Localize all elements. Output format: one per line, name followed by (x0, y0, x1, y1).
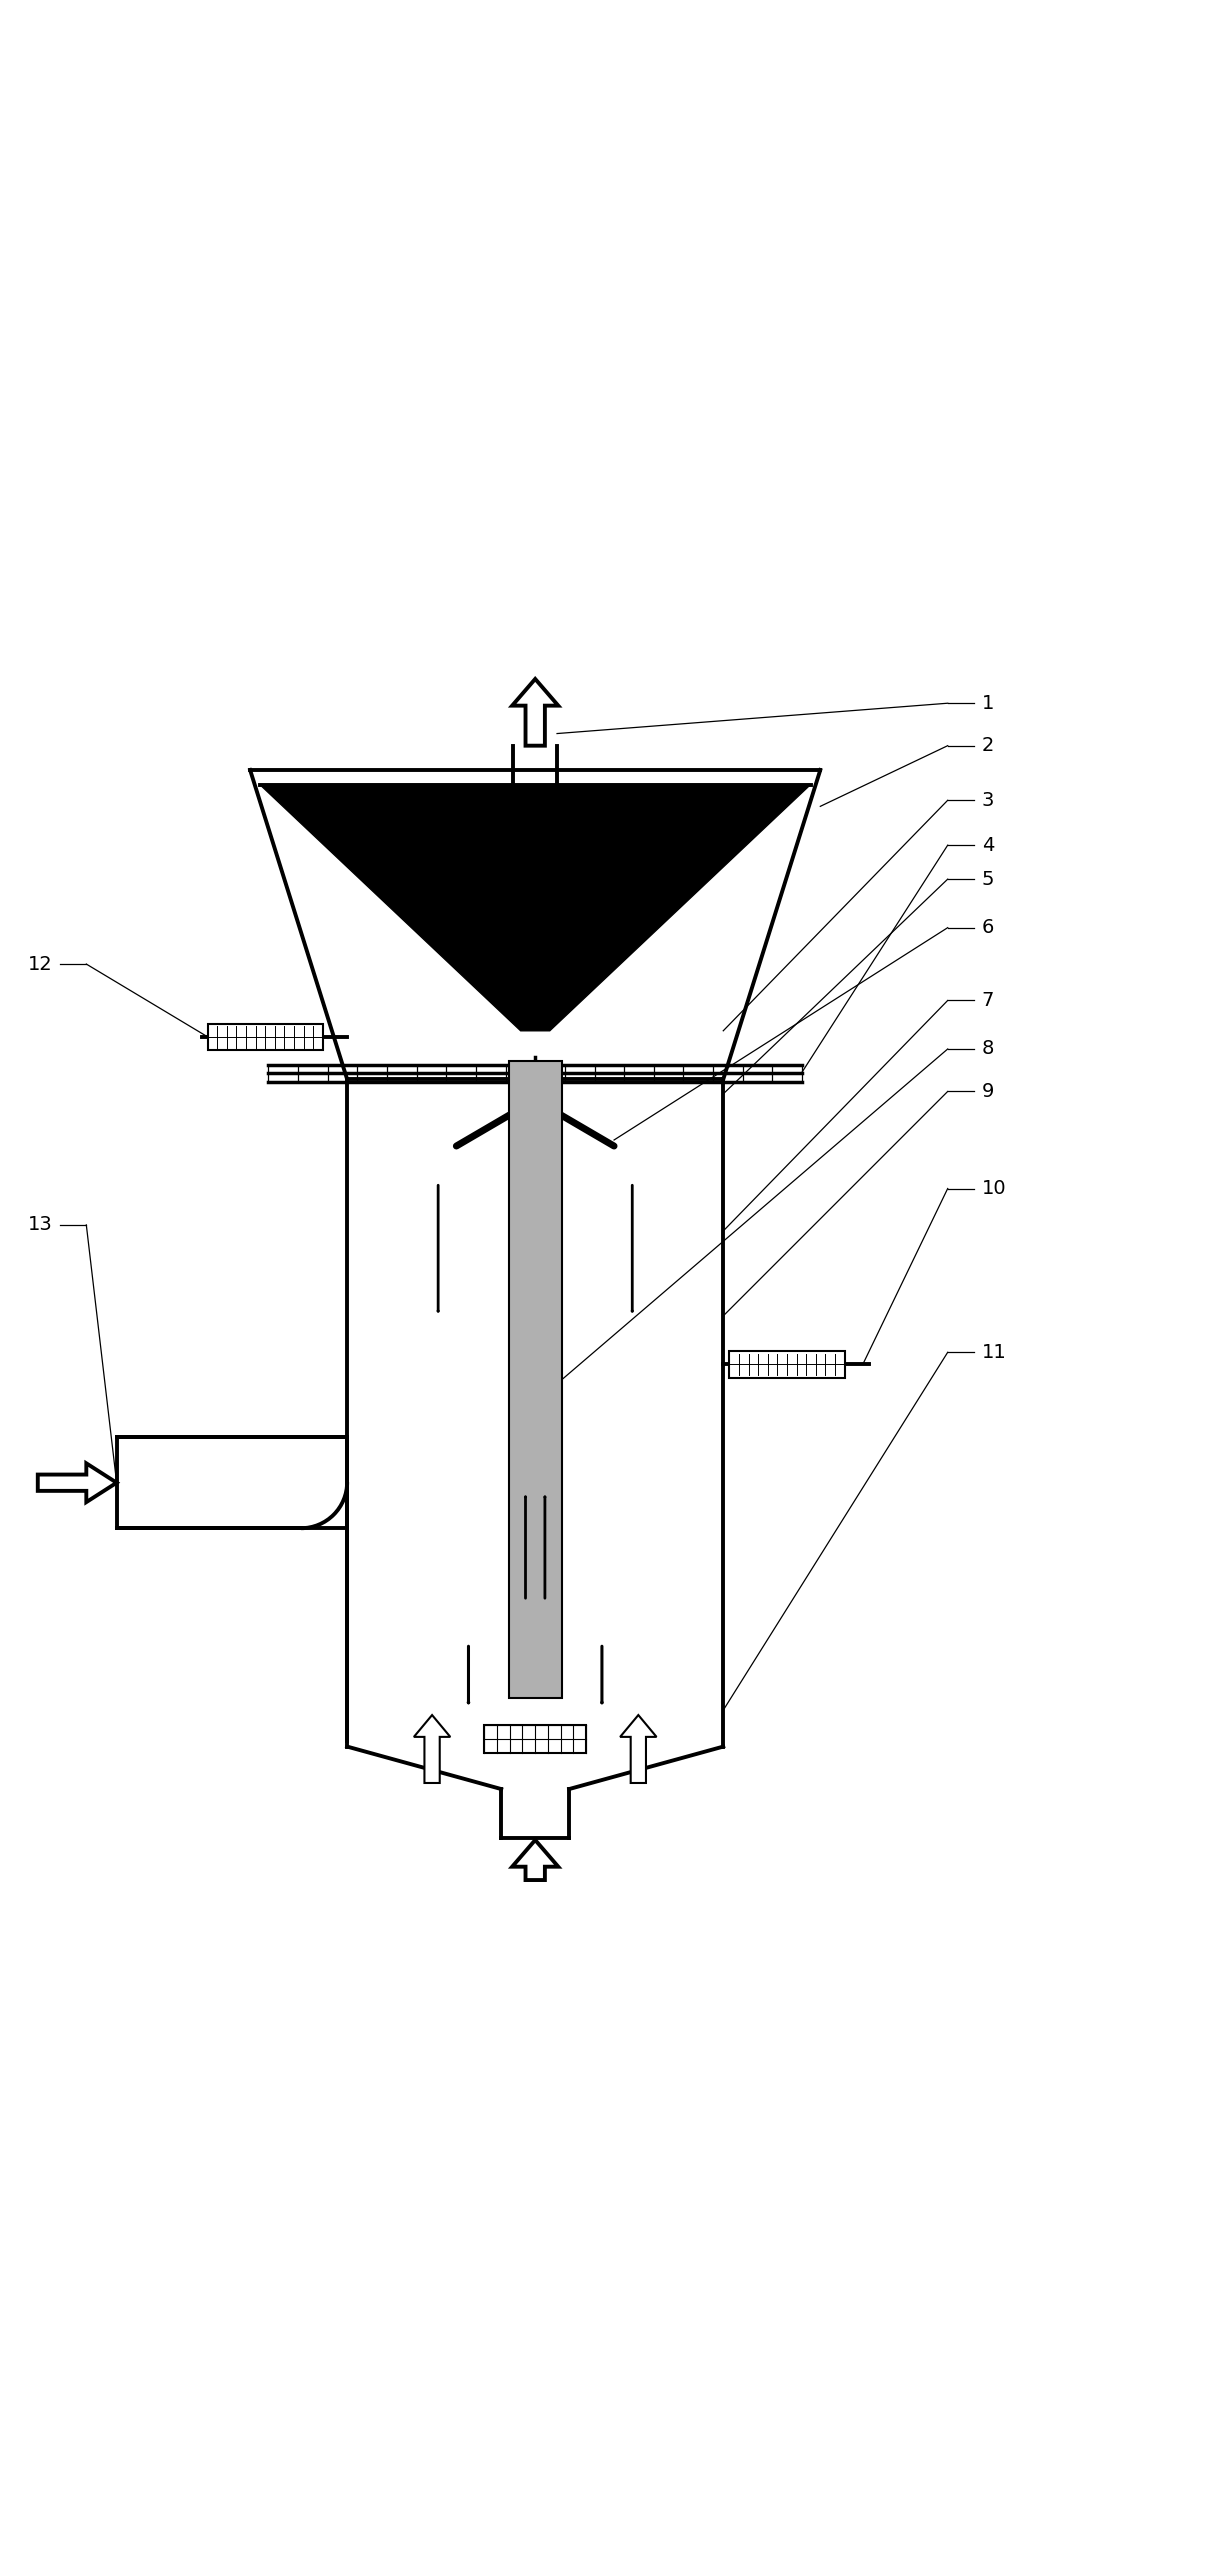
Bar (508, 1062, 562, 1699)
Text: 2: 2 (981, 737, 993, 755)
Text: 10: 10 (981, 1180, 1007, 1198)
Polygon shape (260, 786, 811, 1031)
Text: 7: 7 (981, 990, 993, 1011)
Bar (484, 1725, 586, 1753)
Text: 5: 5 (981, 870, 995, 888)
Polygon shape (413, 1715, 450, 1784)
Polygon shape (512, 678, 558, 745)
Bar (730, 1351, 845, 1377)
Text: 8: 8 (981, 1039, 993, 1059)
Polygon shape (512, 1840, 558, 1881)
Polygon shape (620, 1715, 657, 1784)
Text: 13: 13 (28, 1216, 52, 1233)
Text: 11: 11 (981, 1343, 1007, 1361)
Text: 9: 9 (981, 1082, 993, 1100)
Text: 3: 3 (981, 791, 993, 809)
Text: 6: 6 (981, 919, 993, 937)
Bar (208, 1024, 323, 1049)
Text: 4: 4 (981, 837, 993, 855)
Text: 1: 1 (981, 693, 993, 714)
Text: 12: 12 (28, 955, 52, 972)
Polygon shape (38, 1464, 117, 1502)
